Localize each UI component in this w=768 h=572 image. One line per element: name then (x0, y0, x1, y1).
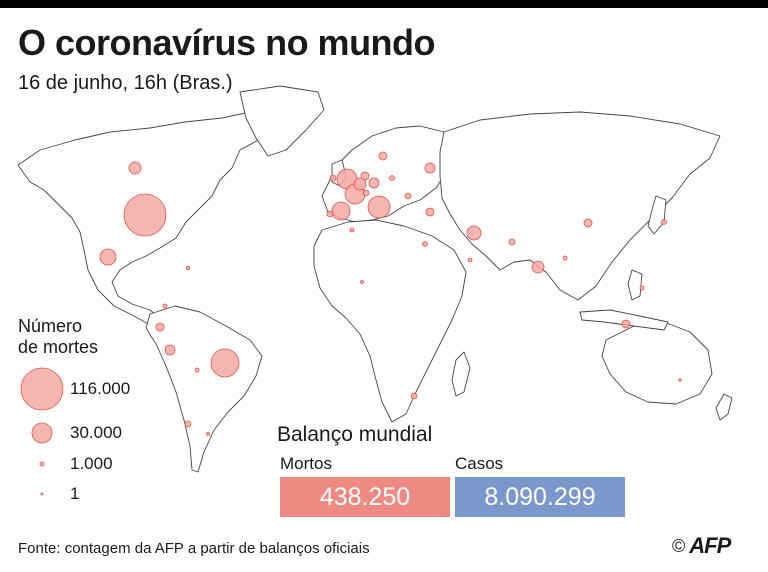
bubble-india (531, 260, 545, 274)
bubble-canada (128, 161, 142, 175)
legend-label-30000: 30.000 (70, 423, 122, 442)
bubble-japan (661, 219, 667, 225)
death-bubbles (99, 151, 682, 436)
bubble-ecuador (155, 322, 165, 332)
bubble-argentina (205, 431, 210, 436)
bubble-egypt (422, 241, 428, 247)
legend-title: Número de mortes (18, 316, 98, 358)
legend-bubble-1 (40, 492, 44, 496)
deaths-total-value: 438.250 (319, 482, 411, 511)
legend-label-1: 1 (70, 484, 80, 503)
bubble-algeria (349, 227, 355, 233)
afp-logo-text: AFP (689, 533, 731, 558)
bubble-iran (466, 225, 482, 241)
bubble-switzerland (362, 189, 370, 197)
legend-bubble-30000 (31, 422, 53, 444)
land-africa (313, 219, 467, 423)
bubble-germany (368, 177, 380, 189)
cases-label: Casos (455, 454, 504, 473)
bubble-romania (404, 192, 412, 200)
bubble-australia (678, 378, 682, 382)
legend-label-1000: 1.000 (70, 454, 113, 473)
bubble-spain (331, 201, 351, 221)
land-madagascar (451, 351, 471, 397)
land-asia (439, 111, 721, 301)
land-australia (601, 321, 713, 405)
bubble-peru (164, 344, 176, 356)
land-japan (647, 195, 667, 235)
legend-label-116000: 116.000 (70, 379, 131, 398)
bubble-netherlands (360, 171, 370, 181)
bubble-mexico (99, 248, 117, 266)
bubble-poland (389, 175, 395, 181)
bubble-nigeria (360, 280, 364, 284)
bubble-ireland (329, 174, 337, 182)
legend-title-line1: Número (18, 316, 83, 336)
bubble-philippines (639, 285, 645, 291)
bubble-pakistan (508, 238, 516, 246)
bubble-south-africa (410, 392, 418, 400)
bubble-bolivia (194, 367, 200, 373)
deaths-total-box: 438.250 (280, 477, 450, 517)
legend-bubbles (20, 367, 64, 496)
cases-total-box: 8.090.299 (455, 477, 625, 517)
bubble-indonesia (621, 319, 631, 329)
legend-bubble-116000 (20, 367, 64, 411)
bubble-sweden (378, 151, 388, 161)
bubble-saudi-arabia (467, 257, 473, 263)
page-title: O coronavírus no mundo (18, 22, 436, 63)
land-layer (17, 85, 733, 473)
page-subtitle: 16 de junho, 16h (Bras.) (18, 72, 233, 94)
legend-bubble-1000 (39, 461, 45, 467)
bubble-colombia (162, 303, 168, 309)
deaths-label: Mortos (280, 454, 332, 473)
land-new-zealand (715, 393, 733, 421)
land-south-america (145, 305, 263, 473)
land-philippines (627, 269, 643, 301)
bubble-usa (123, 193, 167, 237)
legend-title-line2: de mortes (18, 337, 99, 357)
bubble-portugal (326, 210, 334, 218)
land-greenland (239, 85, 325, 157)
cases-total-value: 8.090.299 (484, 482, 596, 511)
bubble-brazil (210, 348, 240, 378)
bubble-italy (367, 195, 391, 219)
bubble-china (583, 218, 593, 228)
land-indonesia (579, 309, 669, 331)
copyright-icon: © (672, 535, 686, 556)
summary-title: Balanço mundial (277, 423, 433, 446)
bubble-chile (184, 420, 192, 428)
top-bar (0, 0, 768, 8)
bubble-russia (424, 162, 436, 174)
source-note: Fonte: contagem da AFP a partir de balan… (18, 540, 370, 557)
bubble-belgium (353, 177, 367, 191)
afp-logo: © AFP (672, 533, 731, 559)
bubble-bangladesh (562, 255, 568, 261)
bubble-dominican-republic (185, 265, 191, 271)
bubble-turkey (425, 207, 435, 217)
